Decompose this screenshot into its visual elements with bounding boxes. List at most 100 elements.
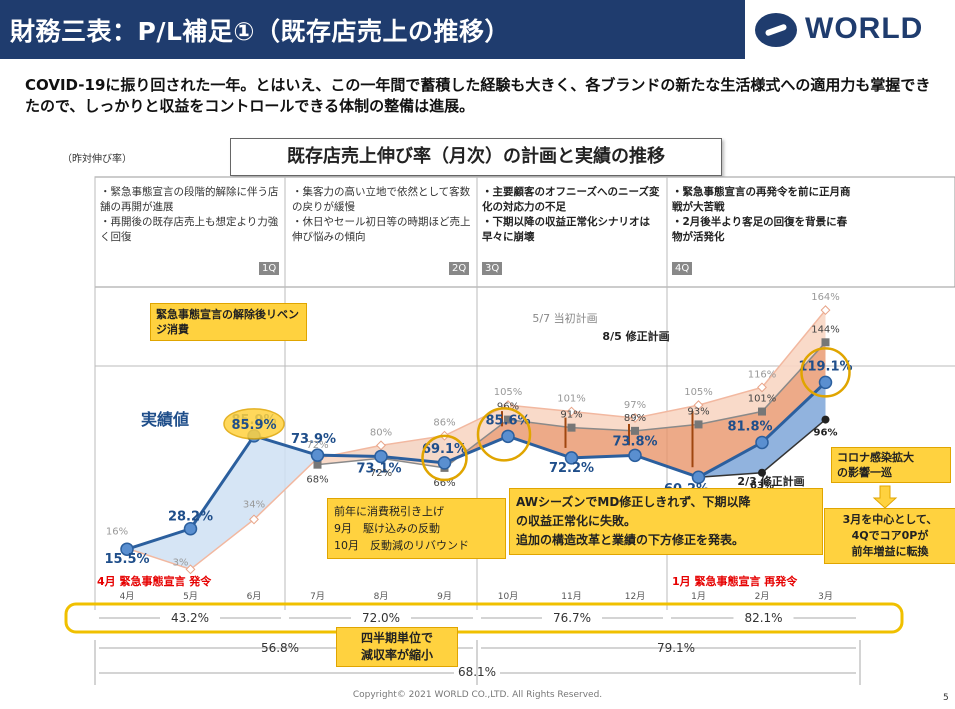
actual-value-label: 85.9%	[231, 418, 276, 433]
actual-series-label: 実績値	[141, 410, 189, 429]
q4-note-1: ・緊急事態宣言の再発令を前に正月商戦が大苦戦	[672, 186, 851, 213]
revised-plan-point	[821, 338, 830, 347]
revised-plan-value-label: 89%	[624, 413, 646, 424]
h1-reduction-value: 56.8%	[261, 641, 299, 655]
initial-plan-point	[376, 440, 386, 451]
month-tick-label: 3月	[818, 591, 833, 602]
q2-notes: ・集客力の高い立地で依然として客数の戻りが緩慢 ・休日やセール初日等の時期ほど売…	[292, 185, 472, 245]
march-line-3: 前年増益に転換	[851, 545, 929, 558]
quarter-reduction-value: 82.1%	[744, 611, 782, 625]
world-logo: WORLD	[755, 10, 945, 50]
initial-plan-value-label: 101%	[557, 394, 586, 405]
month-tick-label: 1月	[691, 591, 706, 602]
revised-plan-value-label: 93%	[687, 406, 709, 417]
march-callout: 3月を中心として、 4Qでコア0Pが 前年増益に転換	[824, 508, 955, 564]
revised-plan-point	[758, 407, 766, 416]
q2-note-1: ・集客力の高い立地で依然として客数の戻りが緩慢	[292, 186, 471, 213]
initial-plan-value-label: 16%	[106, 526, 128, 537]
aw-line-3: 追加の構造改革と業績の下方修正を発表。	[516, 533, 745, 547]
actual-point	[501, 429, 515, 444]
corona-callout: コロナ感染拡大 の影響一巡	[831, 447, 951, 483]
copyright: Copyright© 2021 WORLD CO.,LTD. All Right…	[352, 690, 603, 700]
actual-point	[818, 375, 833, 390]
initial-plan-value-label: 34%	[243, 499, 265, 510]
tax-callout: 前年に消費税引き上げ 9月 駆け込みの反動 10月 反動減のリバウンド	[327, 498, 506, 559]
actual-point	[120, 542, 134, 556]
feb-plan-point	[821, 415, 830, 424]
initial-plan-point	[693, 400, 704, 411]
actual-value-label: 73.9%	[291, 432, 336, 447]
initial-plan-value-label: 80%	[370, 427, 392, 438]
q2-note-2: ・休日やセール初日等の時期ほど売上伸び悩みの傾向	[292, 216, 471, 243]
actual-value-label: 72.2%	[549, 461, 594, 476]
actual-point	[691, 470, 706, 484]
initial-plan-value-label: 105%	[684, 387, 713, 398]
page-title: 財務三表：P/L補足①（既存店売上の推移）	[10, 17, 511, 46]
header: 財務三表：P/L補足①（既存店売上の推移） WORLD	[0, 0, 955, 59]
actual-value-label: 119.1%	[798, 359, 852, 374]
initial-plan-value-label: 72%	[306, 440, 328, 451]
feb-plan-value-label: 96%	[814, 428, 838, 439]
revised-plan-point	[504, 415, 512, 424]
initial-plan-value-label: 86%	[433, 418, 455, 429]
april-emergency-label: 4月 緊急事態宣言 発令	[97, 575, 212, 588]
revised-plan-point	[694, 420, 703, 429]
actual-point	[564, 451, 579, 465]
q1-notes: ・緊急事態宣言の段階的解除に伴う店舗の再開が進展 ・再開後の既存店売上も想定より…	[100, 185, 280, 245]
revised-plan-point	[313, 460, 322, 469]
initial-plan-value-label: 3%	[173, 557, 189, 568]
revised-plan-value-label: 144%	[811, 324, 840, 335]
actual-point	[310, 448, 325, 462]
initial-plan-point	[566, 406, 577, 417]
q4-notes: ・緊急事態宣言の再発令を前に正月商戦が大苦戦 ・2月後半より客足の回復を背景に春…	[672, 185, 852, 245]
q2-tag: 2Q	[449, 262, 470, 275]
initial-plan-point	[820, 305, 831, 316]
quarter-label-bg	[160, 610, 220, 626]
highlight-june	[223, 408, 285, 440]
actual-value-label: 73.8%	[612, 434, 657, 449]
initial-plan-value-label: 105%	[494, 387, 523, 398]
initial-plan-point	[185, 564, 196, 575]
reduction-line-2: 減収率が縮小	[360, 648, 433, 662]
actual-value-label: 69.1%	[422, 442, 467, 457]
line-initial-plan	[126, 309, 827, 571]
initial-plan-value-label: 164%	[811, 292, 840, 303]
revised-plan-value-label: 101%	[748, 394, 777, 405]
quarter-reduction-value: 43.2%	[171, 611, 209, 625]
initial-plan-point	[630, 413, 640, 423]
highlight-mar	[800, 347, 851, 398]
revised-plan-value-label: 66%	[433, 478, 455, 489]
actual-point	[755, 435, 769, 450]
aw-season-callout: AWシーズンでMD修正しきれず、下期以降 の収益正常化に失敗。 追加の構造改革と…	[509, 488, 823, 555]
q3-note-2: ・下期以降の収益正常化シナリオは早々に崩壊	[482, 216, 650, 243]
month-tick-label: 7月	[310, 591, 325, 602]
feb-plan-value-label: 63%	[750, 481, 774, 492]
highlight-oct	[476, 407, 532, 462]
initial-plan-point	[249, 514, 259, 525]
h2-reduction-value: 79.1%	[657, 641, 695, 655]
initial-plan-value-label: 116%	[748, 369, 777, 380]
notes-frame	[94, 176, 955, 288]
tax-line-1: 前年に消費税引き上げ	[334, 505, 444, 518]
chart-title: 既存店売上伸び率（月次）の計画と実績の推移	[230, 138, 722, 176]
quarter-reduction-value: 72.0%	[362, 611, 400, 625]
initial-plan-series-label: 5/7 当初計画	[532, 311, 597, 325]
quarter-reduction-value: 76.7%	[553, 611, 591, 625]
actual-value-label: 85.6%	[485, 413, 530, 428]
month-tick-label: 4月	[120, 591, 135, 602]
tax-line-2: 9月 駆け込みの反動	[334, 522, 440, 535]
q3-tag: 3Q	[482, 262, 503, 275]
q4-note-2: ・2月後半より客足の回復を背景に春物が活発化	[672, 216, 848, 243]
down-arrow-icon	[872, 485, 898, 509]
month-tick-label: 11月	[561, 591, 581, 602]
actual-value-label: 15.5%	[104, 552, 149, 567]
initial-plan-value-label: 97%	[624, 400, 646, 411]
aw-line-2: の収益正常化に失敗。	[516, 514, 637, 528]
area-h1	[127, 435, 445, 570]
initial-plan-point	[757, 382, 767, 393]
actual-point	[437, 456, 452, 470]
actual-point	[628, 448, 642, 463]
q1-tag: 1Q	[259, 262, 280, 275]
march-line-2: 4Qでコア0Pが	[851, 529, 929, 542]
month-tick-label: 10月	[498, 591, 518, 602]
